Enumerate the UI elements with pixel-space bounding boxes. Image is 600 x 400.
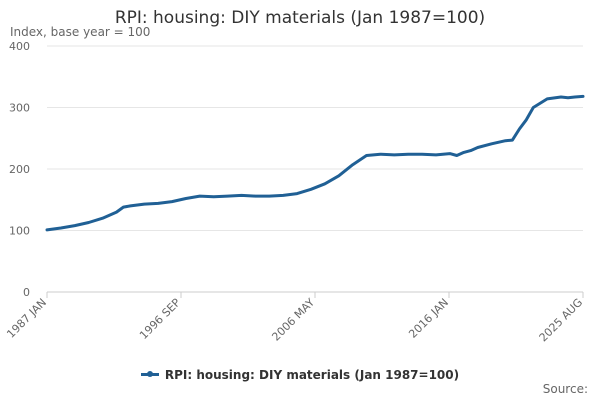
x-tick-label: 2016 JAN bbox=[406, 296, 451, 341]
x-tick-label: 2006 MAY bbox=[269, 296, 317, 344]
y-axis-subtitle: Index, base year = 100 bbox=[10, 25, 151, 39]
y-tick-label: 100 bbox=[9, 225, 30, 238]
chart-title: RPI: housing: DIY materials (Jan 1987=10… bbox=[114, 8, 486, 28]
source-label: Source: bbox=[542, 382, 588, 396]
x-tick-label: 2025 AUG bbox=[537, 296, 586, 345]
y-tick-label: 200 bbox=[9, 163, 30, 176]
legend: RPI: housing: DIY materials (Jan 1987=10… bbox=[0, 365, 600, 382]
series-line bbox=[45, 94, 585, 232]
legend-label: RPI: housing: DIY materials (Jan 1987=10… bbox=[164, 367, 460, 382]
x-tick-label: 1987 JAN bbox=[4, 296, 49, 341]
x-tick-label: 1996 SEP bbox=[137, 296, 183, 342]
legend-swatch-icon bbox=[140, 371, 159, 377]
y-tick-label: 300 bbox=[9, 102, 30, 115]
legend-item[interactable]: RPI: housing: DIY materials (Jan 1987=10… bbox=[140, 367, 460, 382]
y-tick-label: 400 bbox=[9, 40, 30, 53]
y-tick-label: 0 bbox=[23, 286, 30, 299]
